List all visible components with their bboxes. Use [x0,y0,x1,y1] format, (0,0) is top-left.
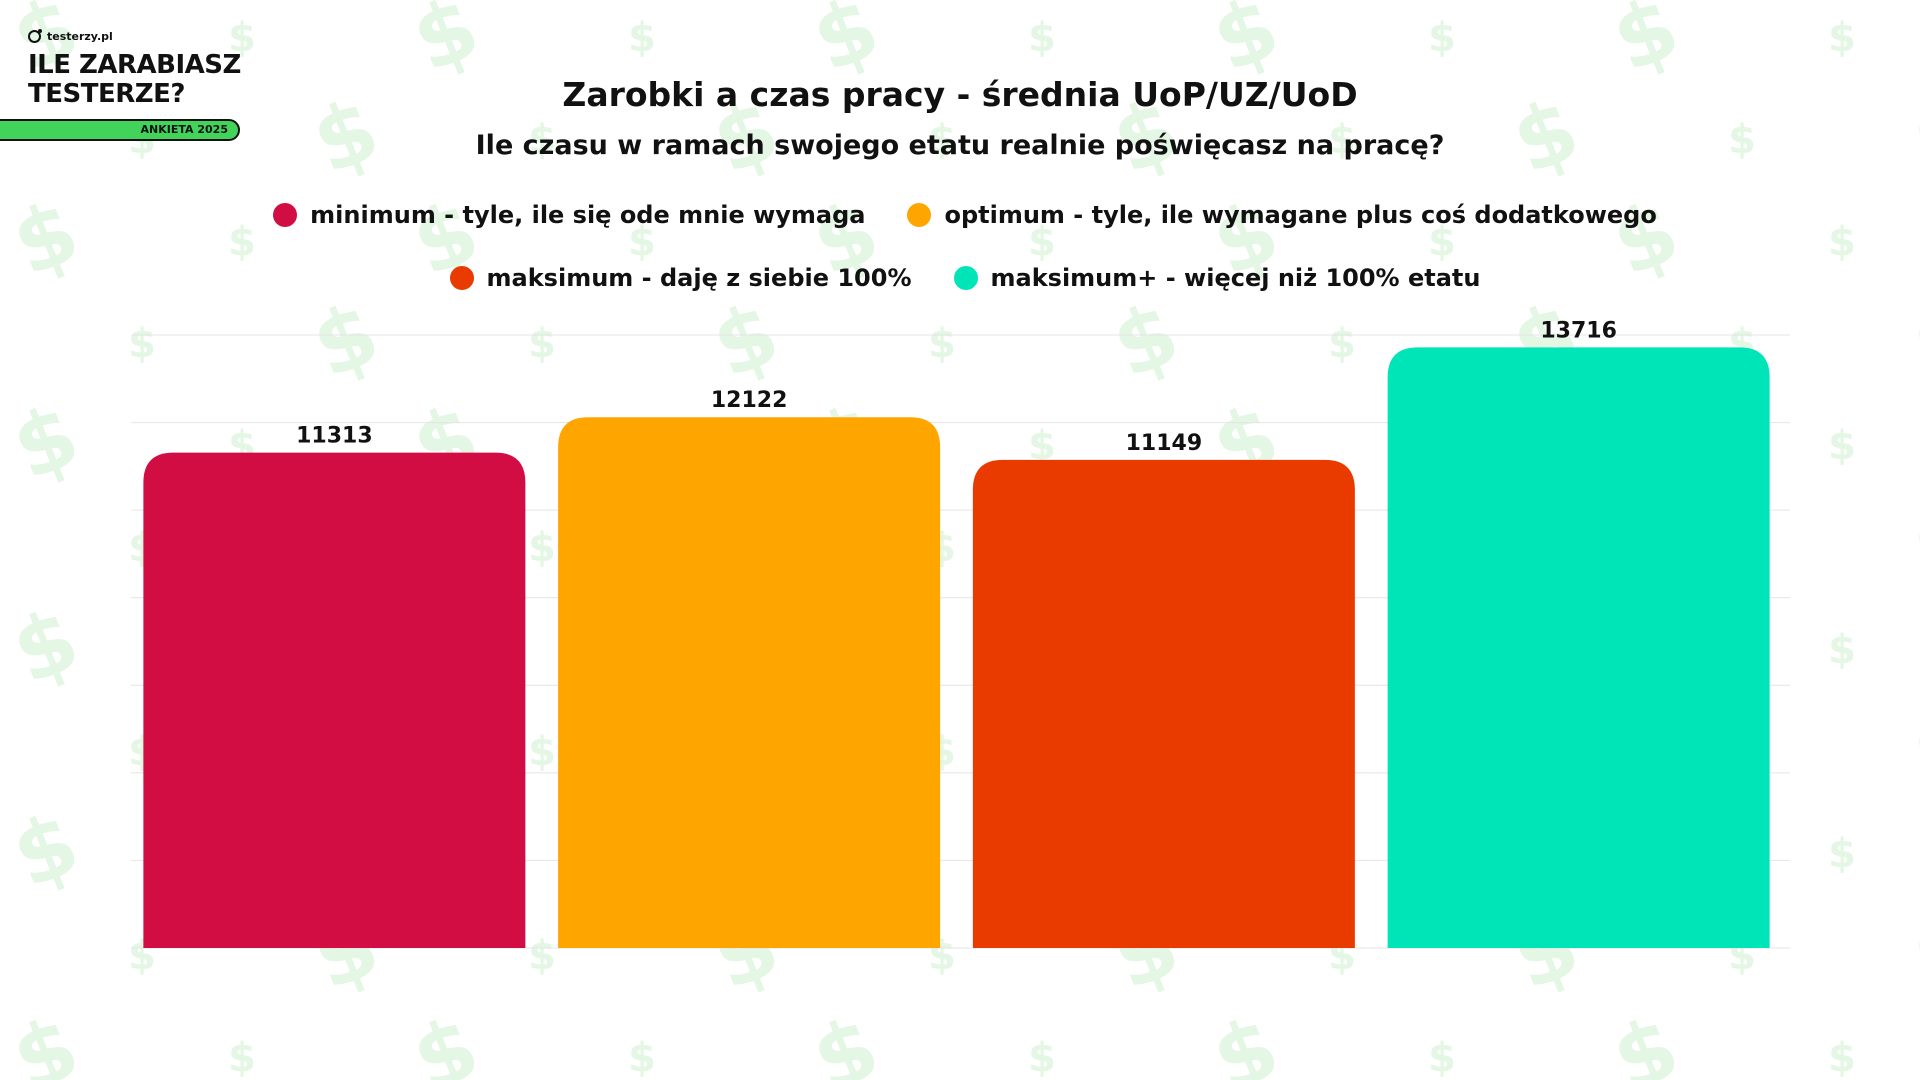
bar [972,459,1355,948]
dollar-sign-icon: $ [928,117,956,163]
dollar-sign-icon: $ [1828,1035,1856,1080]
dollar-sign-icon: $ [1428,1035,1456,1080]
dollar-sign-icon: $ [1328,117,1356,163]
dollar-sign-icon: $ [628,219,656,265]
bar-value-label: 11313 [296,424,373,449]
dollar-sign-icon: $ [228,1035,256,1080]
dollar-sign-icon: $ [228,219,256,265]
legend-row: minimum - tyle, ile się ode mnie wymaga … [0,199,1920,231]
legend-item-optimum: optimum - tyle, ile wymagane plus coś do… [907,199,1657,231]
brand-site-label: testerzy.pl [47,30,113,43]
legend-item-minimum: minimum - tyle, ile się ode mnie wymaga [273,199,865,231]
testerzy-logo-icon [28,29,42,43]
dollar-sign-icon: $ [1028,219,1056,265]
brand-title-line2: TESTERZE? [28,79,185,109]
dollar-sign-icon: $ [1828,219,1856,265]
legend-label-minimum: minimum - tyle, ile się ode mnie wymaga [310,201,866,229]
dollar-sign-icon: $ [1328,321,1356,367]
dollar-sign-icon: $ [228,15,256,61]
brand-site: testerzy.pl [28,29,258,43]
dollar-sign-icon: $ [1028,1035,1056,1080]
brand-title: ILE ZARABIASZ TESTERZE? [28,51,258,109]
legend-dot-maksimum-plus [953,266,978,290]
dollar-sign-icon: $ [928,321,956,367]
dollar-sign-icon: $ [128,321,156,367]
legend-row: maksimum - daję z siebie 100% maksimum+ … [0,262,1920,294]
legend-dot-maksimum [449,266,474,290]
dollar-sign-icon: $ [628,15,656,61]
legend-item-maksimum-plus: maksimum+ - więcej niż 100% etatu [953,262,1481,294]
dollar-sign-icon: $ [528,933,556,979]
brand-title-line1: ILE ZARABIASZ [28,50,241,80]
bar [1387,347,1770,948]
bar-value-label: 13716 [1540,318,1617,343]
bar-value-label: 12122 [711,388,788,413]
legend-label-maksimum: maksimum - daję z siebie 100% [486,264,912,292]
bar [143,452,526,948]
chart-title: Zarobki a czas pracy - średnia UoP/UZ/Uo… [562,75,1358,114]
dollar-sign-icon: $ [1728,117,1756,163]
legend-dot-minimum [273,203,298,227]
dollar-sign-icon: $ [1028,15,1056,61]
survey-badge: ANKIETA 2025 [0,119,240,141]
dollar-sign-icon: $ [1428,219,1456,265]
legend-label-optimum: optimum - tyle, ile wymagane plus coś do… [944,201,1657,229]
dollar-sign-icon: $ [528,525,556,571]
brand-header: testerzy.pl ILE ZARABIASZ TESTERZE? ANKI… [0,29,258,141]
dollar-sign-icon: $ [528,729,556,775]
dollar-sign-icon: $ [1428,15,1456,61]
dollar-sign-icon: $ [1828,831,1856,877]
legend-label-maksimum-plus: maksimum+ - więcej niż 100% etatu [990,264,1481,292]
dollar-sign-icon: $ [1828,423,1856,469]
dollar-sign-icon: $ [1828,15,1856,61]
bar [558,417,941,948]
legend-dot-optimum [907,203,932,227]
dollar-sign-icon: $ [1828,627,1856,673]
dollar-sign-icon: $ [528,321,556,367]
dollar-sign-icon: $ [628,1035,656,1080]
dollar-sign-icon: $ [528,117,556,163]
chart-subtitle: Ile czasu w ramach swojego etatu realnie… [475,130,1445,161]
bar-value-label: 11149 [1126,431,1203,456]
legend-item-maksimum: maksimum - daję z siebie 100% [449,262,912,294]
